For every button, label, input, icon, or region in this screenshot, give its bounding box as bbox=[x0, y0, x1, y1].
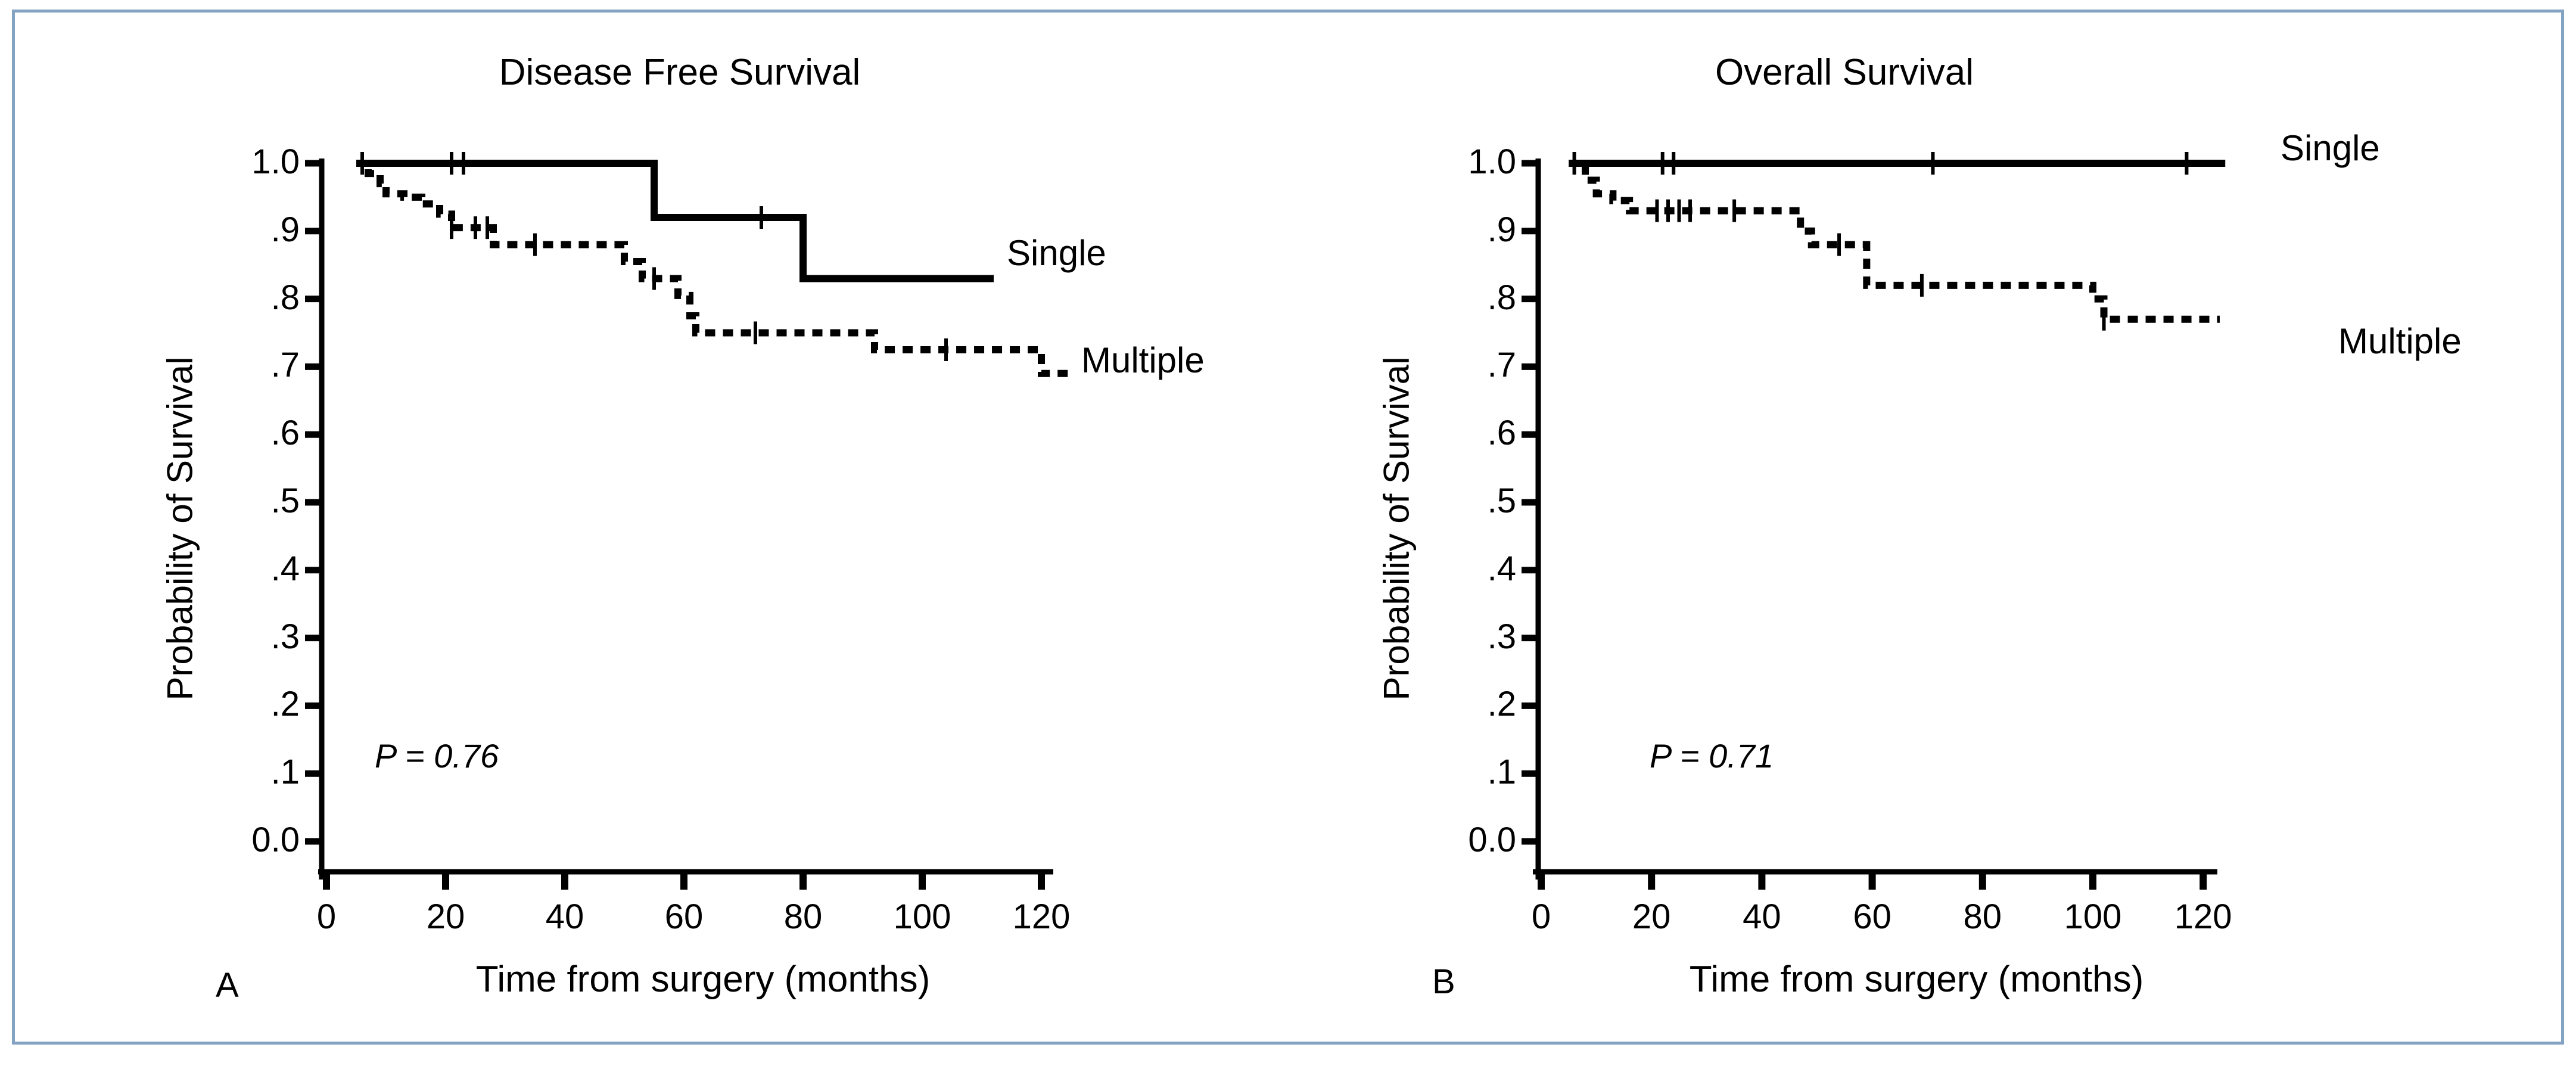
panel-a-y-tick-label: 0.0 bbox=[251, 820, 300, 859]
panel-b-multiple-curve bbox=[1569, 160, 2220, 323]
panel-a-y-tick-label: .7 bbox=[270, 346, 300, 385]
panel-a-x-tick-label: 120 bbox=[1012, 897, 1071, 936]
panel-b-x-tick-label: 80 bbox=[1963, 897, 2002, 936]
panel-a-y-tick-label: .8 bbox=[270, 278, 300, 317]
panel-a-y-tick-label: 1.0 bbox=[251, 142, 300, 181]
panel-b-p-value: P = 0.71 bbox=[1650, 737, 1774, 775]
panel-a-y-tick-label: .9 bbox=[270, 210, 300, 249]
panel-a-x-tick-label: 80 bbox=[783, 897, 823, 936]
panel-b-y-tick-label: 1.0 bbox=[1468, 142, 1516, 181]
panel-b-y-tick-label: .1 bbox=[1487, 753, 1516, 792]
panel-b-y-tick-label: .3 bbox=[1487, 617, 1516, 656]
panel-b-x-tick-label: 60 bbox=[1853, 897, 1891, 936]
panel-b-y-tick-label: .5 bbox=[1487, 481, 1516, 520]
panel-b-x-tick-label: 0 bbox=[1531, 897, 1551, 936]
panel-b-y-tick-label: .9 bbox=[1487, 210, 1516, 249]
panel-b-x-tick-label: 20 bbox=[1632, 897, 1671, 936]
panel-b-letter: B bbox=[1432, 962, 1455, 1001]
panel-b-x-axis-title: Time from surgery (months) bbox=[1689, 959, 2144, 1000]
panel-a-y-tick-label: .5 bbox=[270, 481, 300, 520]
panel-a-x-tick-label: 60 bbox=[664, 897, 704, 936]
panel-b-title: Overall Survival bbox=[1715, 52, 1974, 93]
panel-b-x-tick-label: 120 bbox=[2174, 897, 2232, 936]
panel-a-y-tick-label: .1 bbox=[270, 753, 300, 792]
panel-a-multiple-curve-label: Multiple bbox=[1081, 340, 1205, 380]
panel-b-y-tick-label: .4 bbox=[1487, 549, 1516, 588]
panel-b-y-tick-label: .8 bbox=[1487, 278, 1516, 317]
panel-a-x-tick-label: 20 bbox=[426, 897, 465, 936]
panel-a-x-tick-label: 0 bbox=[316, 897, 337, 936]
panel-a-p-value: P = 0.76 bbox=[375, 737, 499, 775]
panel-b-y-tick-label: .6 bbox=[1487, 414, 1516, 453]
panel-b-x-tick-label: 100 bbox=[2064, 897, 2122, 936]
panel-b-y-tick-label: 0.0 bbox=[1468, 820, 1516, 859]
panel-a-multiple-curve bbox=[356, 160, 1071, 377]
panel-a-x-axis-title: Time from surgery (months) bbox=[475, 959, 931, 1000]
panel-a-y-tick-label: .6 bbox=[270, 414, 300, 453]
panel-a-title: Disease Free Survival bbox=[499, 52, 861, 93]
panel-a-single-curve-label: Single bbox=[1007, 233, 1106, 273]
panel-b-single-curve-label: Single bbox=[2281, 128, 2380, 168]
panel-a-x-tick-label: 100 bbox=[893, 897, 951, 936]
panel-b-multiple-curve-label: Multiple bbox=[2338, 321, 2462, 361]
panel-a-y-tick-label: .3 bbox=[270, 617, 300, 656]
panel-a-letter: A bbox=[216, 966, 239, 1005]
panel-a-x-tick-label: 40 bbox=[545, 897, 584, 936]
panel-b-y-tick-label: .2 bbox=[1487, 685, 1516, 724]
panel-b-x-tick-label: 40 bbox=[1743, 897, 1781, 936]
panel-a-y-tick-label: .2 bbox=[270, 685, 300, 724]
panel-a-y-tick-label: .4 bbox=[270, 549, 300, 588]
panel-a-single-curve bbox=[356, 160, 994, 282]
panel-b-y-tick-label: .7 bbox=[1487, 346, 1516, 385]
